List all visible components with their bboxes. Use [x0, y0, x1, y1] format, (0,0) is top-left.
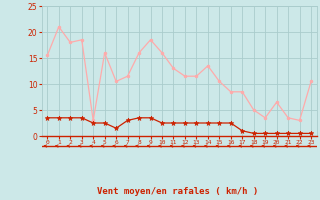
Text: Vent moyen/en rafales ( km/h ): Vent moyen/en rafales ( km/h ) [97, 187, 258, 196]
